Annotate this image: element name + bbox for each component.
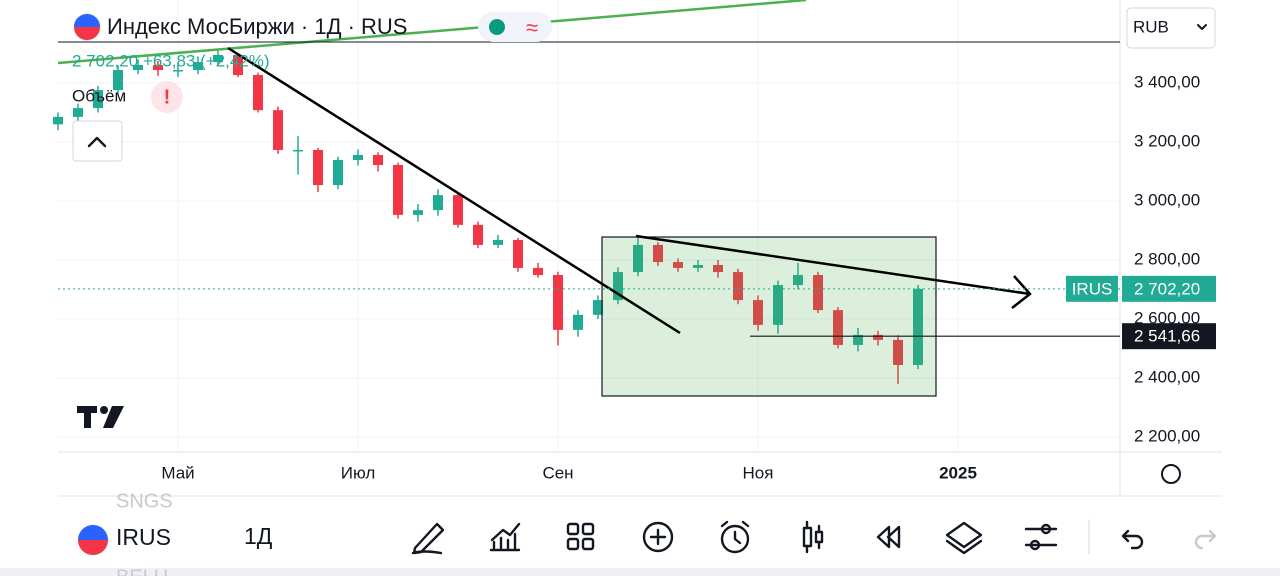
chart-title: Индекс МосБиржи · 1Д · RUS <box>107 14 407 39</box>
candle-body <box>73 108 83 117</box>
candle-body <box>553 275 563 330</box>
candle-body <box>873 334 883 340</box>
currency: RUB <box>1133 17 1169 36</box>
prev-symbol[interactable]: SNGS <box>116 490 173 512</box>
candle-body <box>493 239 503 245</box>
candle-body <box>913 288 923 365</box>
dropdown-icon <box>1197 24 1207 30</box>
candle-body <box>593 300 603 315</box>
trend-line[interactable] <box>227 46 681 335</box>
candle-body <box>53 116 63 125</box>
price-line-label-bg <box>1122 323 1216 350</box>
y-tick-label: 3 000,00 <box>1134 190 1200 209</box>
volume-label: Объём <box>72 86 126 105</box>
candle-body <box>133 65 143 71</box>
bottom-bar <box>0 568 1280 576</box>
x-tick-label: Сен <box>542 463 573 482</box>
symbol-label: IRUS <box>1072 279 1113 298</box>
candle-body <box>533 267 543 276</box>
candle-body <box>813 275 823 311</box>
y-tick-label: 2 600,00 <box>1134 308 1200 327</box>
flag-icon <box>78 525 108 540</box>
quote: 2 702,20 +63,83 (+2,42%) <box>72 51 270 70</box>
symbol[interactable]: IRUS <box>116 524 171 550</box>
warning-icon: ! <box>164 86 171 108</box>
y-tick-label: 2 800,00 <box>1134 249 1200 268</box>
toolbar-icons[interactable] <box>411 519 1217 555</box>
candle-body <box>513 239 523 268</box>
candle-body <box>893 339 903 365</box>
trend-line[interactable] <box>57 0 807 65</box>
flag-icon <box>78 540 108 555</box>
candle-body <box>293 149 303 152</box>
candle-body <box>613 272 623 301</box>
candle-body <box>433 195 443 211</box>
candle-body <box>833 310 843 345</box>
candle-body <box>793 275 803 286</box>
candle-body <box>753 300 763 325</box>
candle-body <box>413 210 423 215</box>
candle-body <box>93 90 103 109</box>
candle-body <box>633 244 643 273</box>
candle-body <box>573 314 583 330</box>
candle-body <box>373 154 383 165</box>
candle-body <box>233 54 243 76</box>
price-line-label: 2 541,66 <box>1134 327 1200 346</box>
x-tick-label: Май <box>161 463 194 482</box>
candle-body <box>253 75 263 111</box>
tv-logo <box>77 406 124 428</box>
last-price-label-bg <box>1122 275 1216 302</box>
candle-body <box>693 264 703 268</box>
flag-icon <box>74 27 100 40</box>
x-tick-label: Июл <box>341 463 376 482</box>
candle-body <box>193 62 203 71</box>
candles <box>53 50 923 384</box>
x-tick-label: Ноя <box>743 463 774 482</box>
candle-body <box>333 159 343 186</box>
candle-body <box>733 272 743 301</box>
market-status <box>489 19 505 35</box>
candle-body <box>213 54 223 63</box>
candle-body <box>673 262 683 268</box>
symbol-label-bg <box>1066 275 1118 302</box>
candle-body <box>173 70 183 72</box>
collapse-icon <box>87 136 107 148</box>
y-tick-label: 3 400,00 <box>1134 72 1200 91</box>
currency-select[interactable] <box>1126 7 1216 49</box>
candle-body <box>853 334 863 345</box>
settings-icon[interactable] <box>1161 464 1181 484</box>
candle-body <box>773 285 783 325</box>
flag-icon <box>74 14 100 27</box>
x-tick-label: 2025 <box>939 463 977 482</box>
candle-body <box>313 149 323 186</box>
interval[interactable]: 1Д <box>244 523 273 549</box>
y-tick-label: 3 200,00 <box>1134 131 1200 150</box>
delay-icon: ≈ <box>526 15 538 40</box>
candle-body <box>713 264 723 273</box>
candle-body <box>653 244 663 263</box>
arrow-head <box>1011 275 1032 309</box>
candle-body <box>393 165 403 215</box>
candle-body <box>273 110 283 150</box>
candle-body <box>113 70 123 91</box>
last-price-label: 2 702,20 <box>1134 279 1200 298</box>
candle-body <box>473 224 483 245</box>
candle-body <box>353 154 363 160</box>
candle-body <box>153 65 163 71</box>
next-symbol[interactable]: BELU <box>116 566 168 581</box>
y-tick-label: 2 400,00 <box>1134 367 1200 386</box>
trend-line[interactable] <box>635 234 1031 296</box>
y-tick-label: 2 200,00 <box>1134 426 1200 445</box>
rectangle-drawing[interactable] <box>601 236 937 397</box>
warning-icon[interactable] <box>151 81 183 113</box>
collapse-button[interactable] <box>72 120 123 162</box>
candle-body <box>453 195 463 225</box>
